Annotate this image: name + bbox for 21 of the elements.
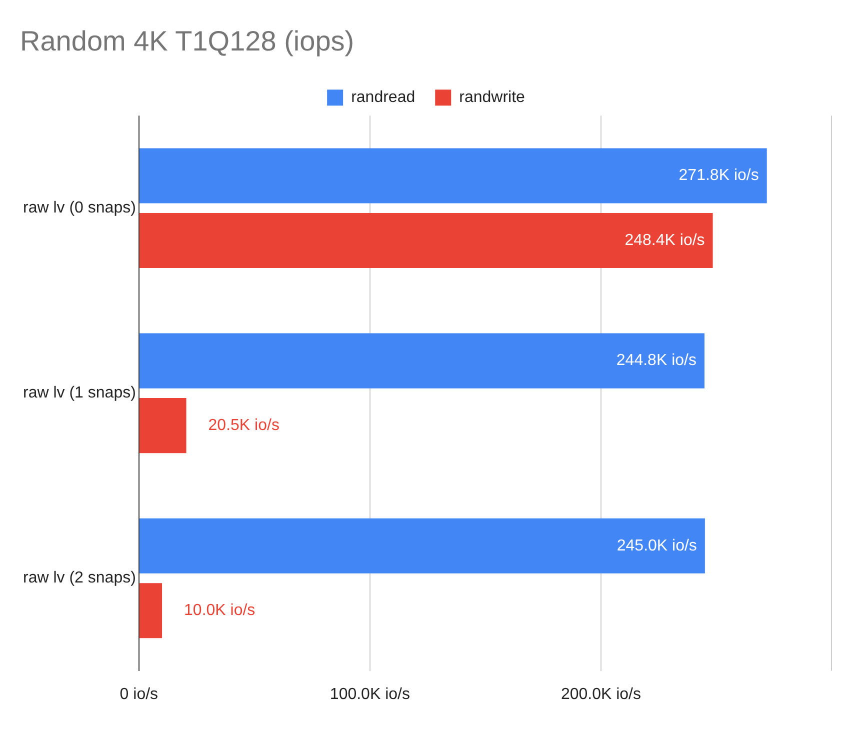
bar	[139, 212, 713, 268]
x-tick-label: 200.0K io/s	[560, 686, 642, 703]
data-label: 245.0K io/s	[616, 537, 697, 554]
bar	[139, 333, 704, 388]
legend-label: randwrite	[459, 89, 526, 106]
data-label: 20.5K io/s	[208, 416, 280, 434]
data-label: 244.8K io/s	[616, 352, 696, 370]
bar	[139, 518, 705, 574]
x-tick-label: 100.0K io/s	[330, 686, 410, 703]
bar	[139, 583, 162, 638]
data-label: 248.4K io/s	[624, 232, 705, 249]
chart-title: Random 4K T1Q128 (iops)	[20, 26, 354, 57]
data-label: 10.0K io/s	[184, 602, 256, 620]
x-tick-label: 0 io/s	[120, 686, 158, 703]
bar	[139, 148, 767, 204]
data-label: 271.8K io/s	[678, 167, 759, 184]
bar	[139, 398, 186, 454]
legend-label: randread	[351, 89, 416, 106]
y-tick-label: raw lv (2 snaps)	[23, 570, 136, 587]
y-tick-label: raw lv (1 snaps)	[23, 384, 136, 402]
y-tick-label: raw lv (0 snaps)	[23, 200, 136, 217]
